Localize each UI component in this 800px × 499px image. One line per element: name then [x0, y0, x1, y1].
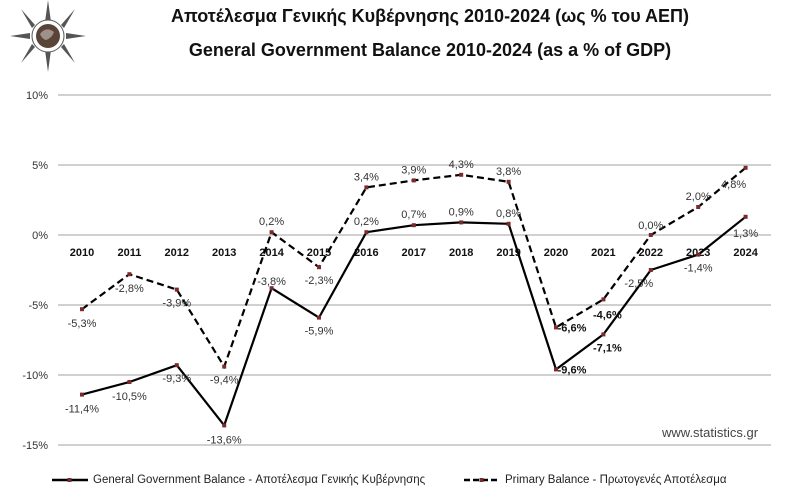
data-point-marker	[269, 230, 274, 235]
data-label: -7,1%	[593, 342, 622, 354]
data-point-marker	[317, 265, 321, 270]
statistics-logo	[8, 0, 88, 72]
data-point-marker	[80, 307, 84, 312]
data-point-marker	[743, 165, 748, 170]
data-point-marker	[127, 380, 132, 384]
data-point-marker	[127, 272, 132, 277]
data-point-marker	[506, 221, 511, 226]
legend-label-general-balance: General Government Balance - Αποτέλεσμα …	[93, 474, 426, 486]
data-label: 4,3%	[449, 159, 474, 171]
data-label: 4,8%	[721, 179, 746, 191]
y-tick-label: -15%	[22, 440, 48, 452]
data-labels: -11,4% -10,5% -9,3% -13,6% -3,8% -5,9% 0,2% 0,7…	[65, 159, 758, 447]
dashed-line-icon	[464, 478, 500, 482]
data-point-marker	[222, 423, 227, 428]
data-label: -5,3%	[68, 318, 97, 330]
data-point-marker	[364, 185, 369, 190]
series-lines	[80, 165, 748, 428]
data-label: -5,9%	[305, 326, 334, 338]
data-label: 0,0%	[638, 220, 663, 232]
data-label: -1,4%	[684, 263, 713, 275]
solid-line-icon	[52, 478, 88, 482]
data-point-marker	[506, 179, 511, 184]
data-point-marker	[601, 297, 606, 302]
chart-title-english: General Government Balance 2010-2024 (as…	[188, 40, 672, 60]
legend-label-primary-balance: Primary Balance - Πρωτογενές Αποτέλεσμα	[505, 474, 727, 486]
data-label: -10,5%	[112, 391, 147, 403]
y-tick-label: 10%	[26, 90, 48, 102]
x-tick-label: 2016	[354, 247, 378, 259]
data-label: -11,4%	[65, 404, 99, 416]
data-point-marker	[696, 252, 701, 257]
data-label: -9,3%	[162, 373, 191, 385]
x-tick-label: 2013	[212, 247, 236, 259]
data-point-marker	[743, 214, 748, 219]
data-point-marker	[411, 178, 416, 183]
data-label: -9,4%	[210, 375, 239, 387]
x-tick-label: 2011	[117, 247, 141, 259]
x-tick-label: 2018	[449, 247, 473, 259]
y-tick-label: 5%	[32, 160, 48, 172]
data-label: 0,2%	[259, 216, 284, 228]
data-point-marker	[554, 367, 558, 372]
x-tick-label: 2017	[402, 247, 426, 259]
data-point-marker	[411, 223, 416, 228]
data-label: -2,3%	[305, 275, 334, 287]
gridlines	[58, 94, 771, 446]
legend: General Government Balance - Αποτέλεσμα …	[0, 474, 800, 492]
data-point-marker	[648, 268, 653, 272]
data-point-marker	[364, 230, 369, 235]
y-axis-ticks: 10% 5% 0% -5% -10% -15%	[22, 90, 48, 452]
y-tick-label: 0%	[32, 230, 48, 242]
data-label: 0,8%	[496, 208, 521, 220]
data-label: -3,8%	[257, 276, 286, 288]
y-tick-label: -5%	[28, 300, 48, 312]
data-label: -2,5%	[624, 278, 653, 290]
data-label: 3,4%	[354, 171, 379, 183]
data-point-marker	[317, 315, 321, 320]
x-tick-label: 2019	[496, 247, 520, 259]
y-tick-label: -10%	[22, 370, 48, 382]
data-point-marker	[174, 363, 179, 368]
chart-title-greek: Αποτέλεσμα Γενικής Κυβέρνησης 2010-2024 …	[170, 6, 690, 26]
x-axis-ticks: 2010 2011 2012 2013 2014 2015 2016 2017 2018 2019…	[70, 247, 759, 259]
data-point-marker	[459, 220, 464, 225]
data-label: 0,9%	[449, 206, 474, 218]
data-point-marker	[80, 392, 84, 397]
data-point-marker	[648, 233, 653, 237]
data-label: 0,2%	[354, 216, 379, 228]
x-tick-label: 2024	[733, 247, 758, 259]
primary-balance-line	[81, 166, 747, 370]
data-point-marker	[222, 364, 227, 369]
data-label: 2,0%	[686, 191, 711, 203]
data-label: -4,6%	[593, 309, 622, 321]
x-tick-label: 2021	[591, 247, 615, 259]
compass-sun-logo-icon	[10, 0, 86, 72]
data-point-marker	[459, 172, 464, 177]
x-tick-label: 2015	[307, 247, 331, 259]
data-point-marker	[554, 325, 558, 330]
data-label: -3,9%	[162, 298, 191, 310]
legend-item-general-balance: General Government Balance - Αποτέλεσμα …	[50, 474, 425, 486]
data-point-marker	[174, 287, 179, 292]
data-label: 1,3%	[733, 228, 758, 240]
data-label: -9,6%	[558, 364, 587, 376]
data-point-marker	[269, 286, 274, 291]
legend-item-primary-balance: Primary Balance - Πρωτογενές Αποτέλεσμα	[462, 474, 726, 486]
x-tick-label: 2022	[639, 247, 663, 259]
data-point-marker	[601, 332, 606, 337]
data-label: -2,8%	[115, 283, 144, 295]
data-point-marker	[696, 205, 701, 209]
x-tick-label: 2012	[165, 247, 189, 259]
data-label: -13,6%	[207, 434, 242, 446]
data-label: -6,6%	[558, 322, 587, 334]
data-label: 3,9%	[401, 164, 426, 176]
data-label: 3,8%	[496, 166, 521, 178]
x-tick-label: 2020	[544, 247, 568, 259]
data-label: 0,7%	[401, 209, 426, 221]
source-watermark: www.statistics.gr	[662, 425, 759, 440]
x-tick-label: 2010	[70, 247, 94, 259]
